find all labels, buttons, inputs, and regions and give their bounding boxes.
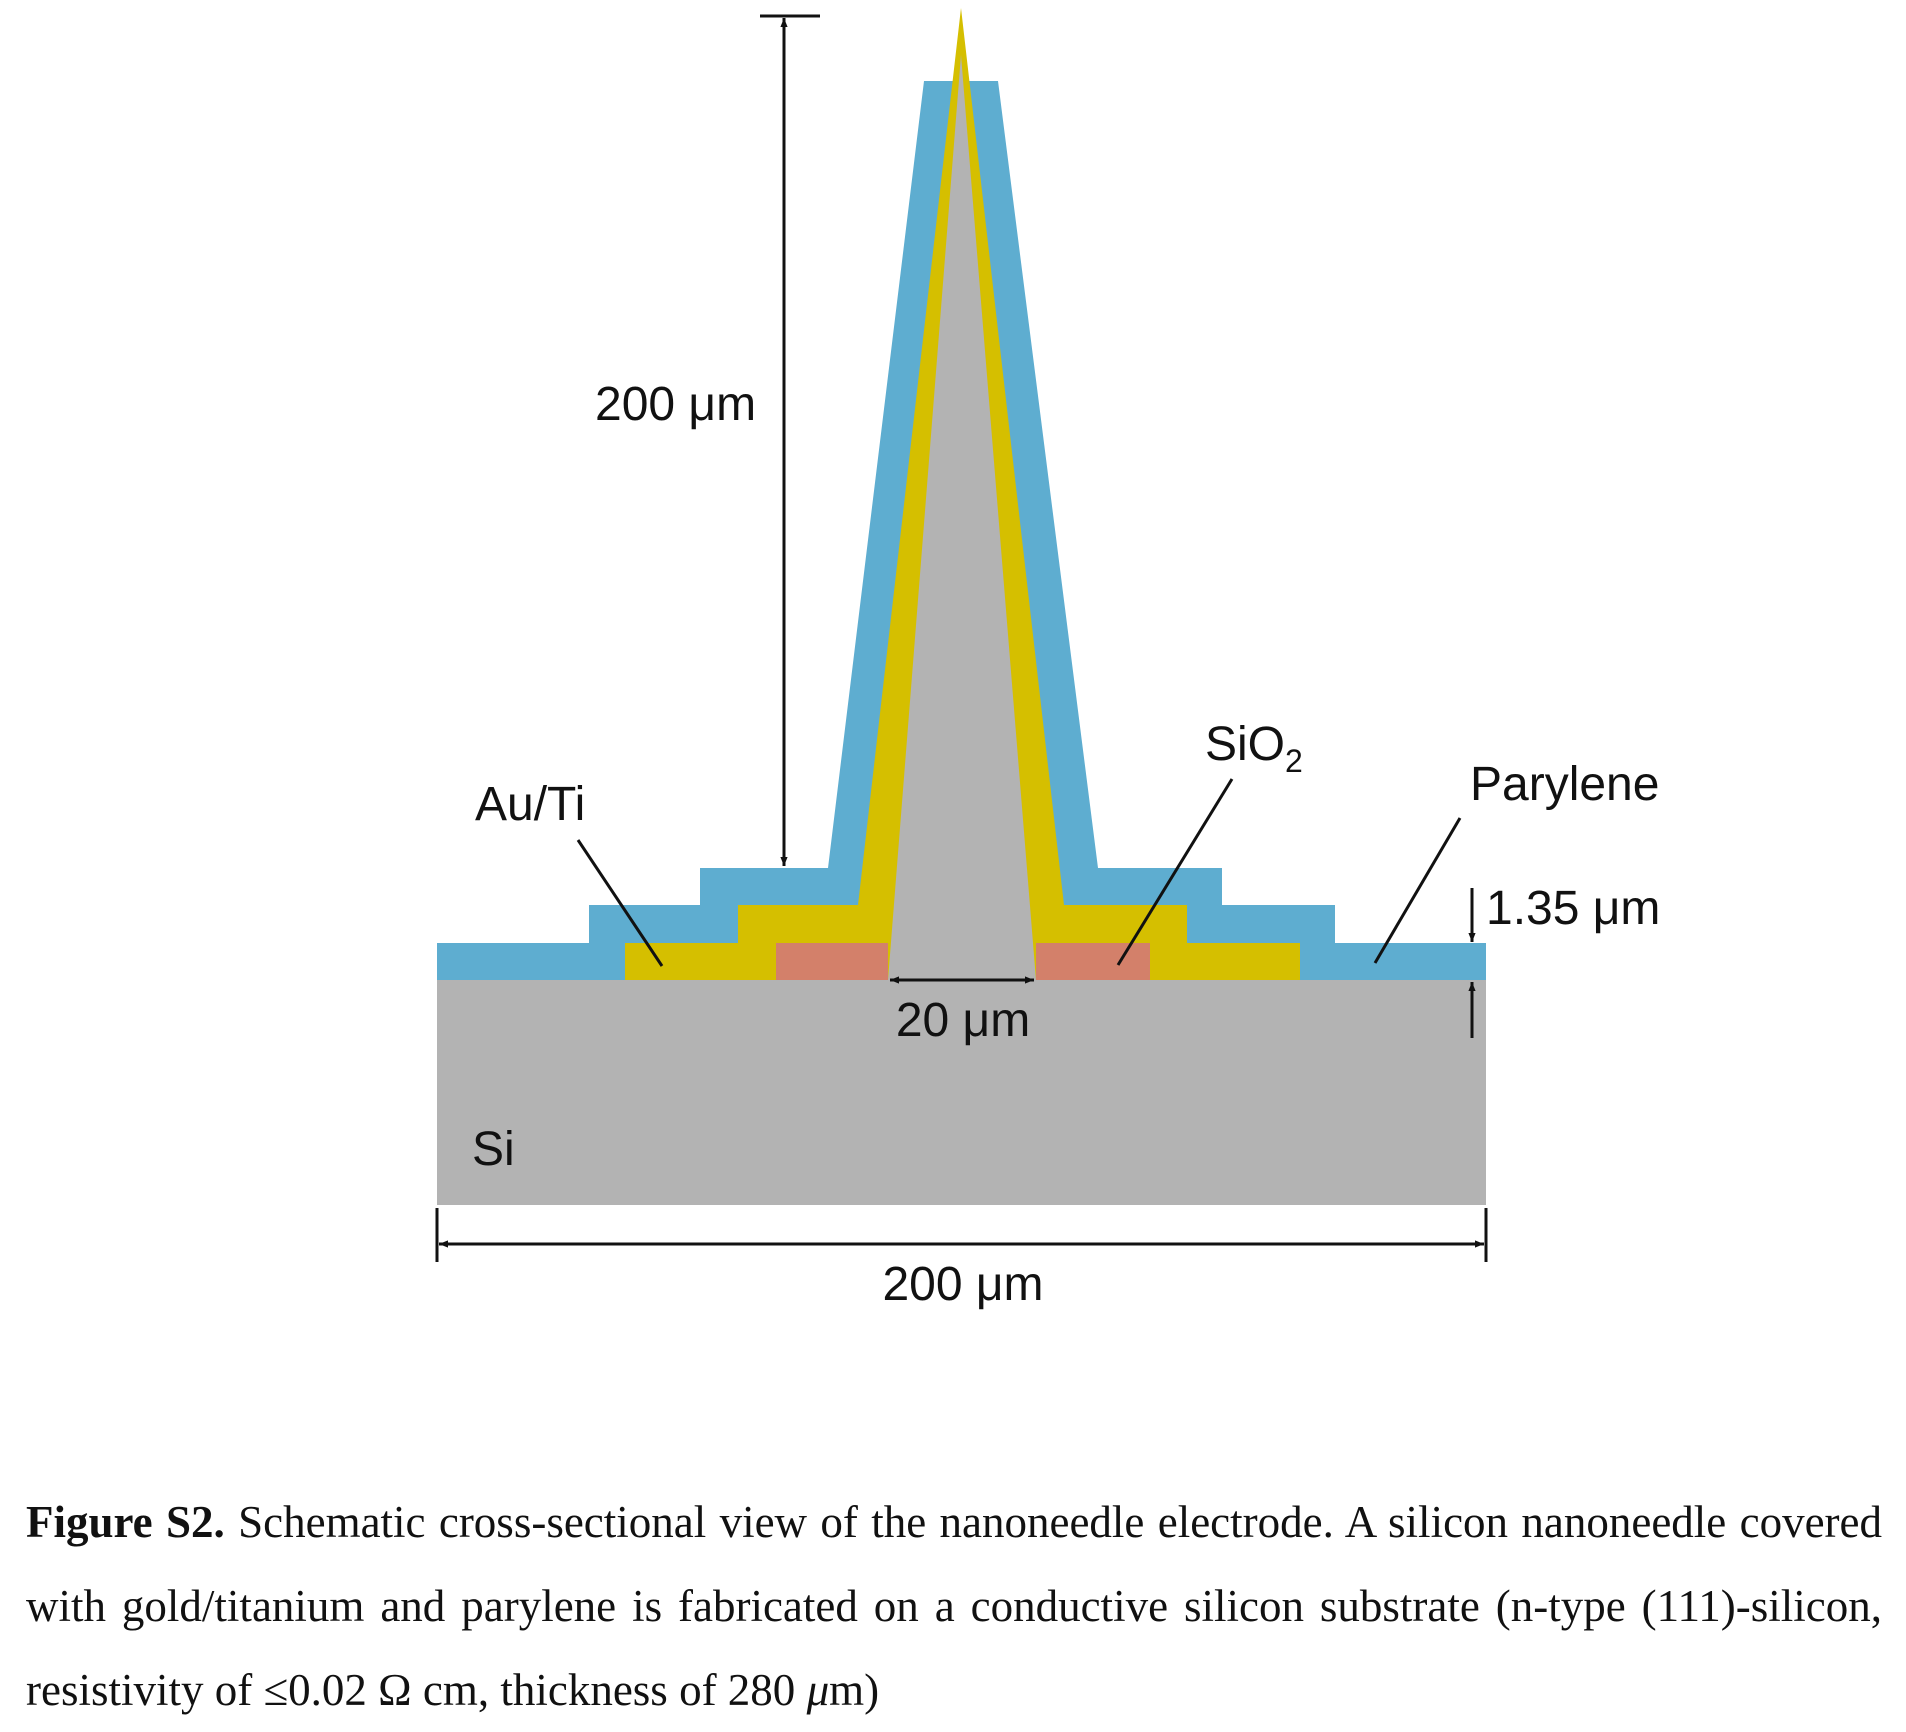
nanoneedle-cross-section-diagram: 200 μm Au/Ti SiO2 Parylene 1.35 μm 20 μm… [435,8,1660,1311]
parylene-leader-line [1373,817,1462,964]
base-width-label: 20 μm [896,994,1030,1047]
parylene-label: Parylene [1470,758,1659,811]
figure-caption-label: Figure S2. [26,1497,225,1547]
au-ti-leader-line [576,839,664,967]
substrate-width-label: 200 μm [882,1258,1043,1311]
sio2-label: SiO2 [1205,718,1303,779]
figure-caption: Figure S2. Schematic cross-sectional vie… [26,1480,1882,1732]
figure-caption-mu: μ [806,1665,830,1715]
figure-caption-text-end: m) [829,1665,880,1715]
sio2-leader-line [1116,778,1234,966]
si-substrate [437,980,1486,1205]
needle-height-label: 200 μm [595,378,756,431]
au-ti-label: Au/Ti [475,778,585,831]
sio2-pad-right [1036,943,1150,980]
sio2-label-subscript: 2 [1285,743,1303,779]
sio2-pad-left [776,943,888,980]
si-label: Si [472,1123,515,1176]
figure-caption-text: Schematic cross-sectional view of the na… [26,1497,1882,1715]
sio2-label-main: SiO [1205,718,1285,771]
silicon-needle-core [888,55,1036,980]
parylene-thickness-label: 1.35 μm [1486,882,1660,935]
